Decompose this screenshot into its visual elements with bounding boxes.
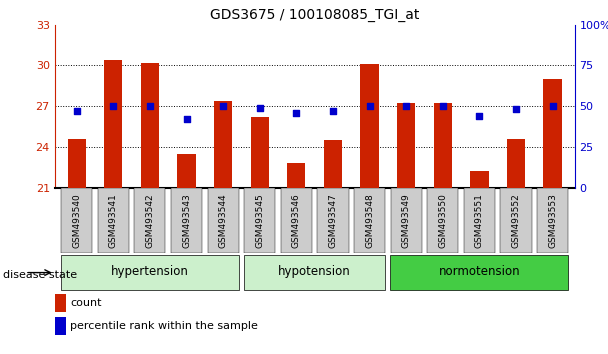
Text: GSM493543: GSM493543 — [182, 193, 191, 248]
Bar — [214, 101, 232, 188]
Title: GDS3675 / 100108085_TGI_at: GDS3675 / 100108085_TGI_at — [210, 8, 420, 22]
FancyBboxPatch shape — [464, 188, 495, 253]
Text: GSM493552: GSM493552 — [511, 193, 520, 248]
Point — [328, 108, 338, 114]
Point — [72, 108, 81, 114]
Text: normotension: normotension — [438, 265, 520, 278]
Point — [145, 103, 155, 109]
FancyBboxPatch shape — [61, 188, 92, 253]
Text: GSM493546: GSM493546 — [292, 193, 301, 248]
Text: GSM493549: GSM493549 — [402, 193, 410, 248]
Bar — [178, 154, 196, 188]
FancyBboxPatch shape — [537, 188, 568, 253]
Bar — [287, 163, 305, 188]
Point — [511, 107, 521, 112]
FancyBboxPatch shape — [244, 188, 275, 253]
Text: disease state: disease state — [3, 270, 77, 280]
Bar — [397, 103, 415, 188]
FancyBboxPatch shape — [354, 188, 385, 253]
FancyBboxPatch shape — [98, 188, 129, 253]
Bar — [140, 63, 159, 188]
FancyBboxPatch shape — [134, 188, 165, 253]
Point — [291, 110, 301, 115]
Point — [108, 103, 118, 109]
Bar — [324, 140, 342, 188]
Text: GSM493553: GSM493553 — [548, 193, 557, 248]
FancyBboxPatch shape — [390, 255, 568, 290]
Text: GSM493545: GSM493545 — [255, 193, 264, 248]
Point — [218, 103, 228, 109]
Text: percentile rank within the sample: percentile rank within the sample — [70, 321, 258, 331]
Bar — [361, 64, 379, 188]
Text: hypertension: hypertension — [111, 265, 189, 278]
Text: GSM493551: GSM493551 — [475, 193, 484, 248]
Point — [182, 116, 192, 122]
FancyBboxPatch shape — [317, 188, 348, 253]
Bar — [250, 117, 269, 188]
Bar — [434, 103, 452, 188]
Bar — [104, 60, 122, 188]
FancyBboxPatch shape — [500, 188, 531, 253]
Bar — [470, 171, 489, 188]
Text: GSM493541: GSM493541 — [109, 193, 118, 248]
Bar — [507, 139, 525, 188]
Text: hypotension: hypotension — [278, 265, 351, 278]
Text: GSM493550: GSM493550 — [438, 193, 447, 248]
Point — [255, 105, 264, 111]
Text: GSM493542: GSM493542 — [145, 193, 154, 248]
Bar — [544, 79, 562, 188]
Point — [401, 103, 411, 109]
FancyBboxPatch shape — [61, 255, 239, 290]
FancyBboxPatch shape — [171, 188, 202, 253]
Text: GSM493544: GSM493544 — [219, 193, 227, 248]
FancyBboxPatch shape — [427, 188, 458, 253]
Point — [438, 103, 447, 109]
Text: GSM493548: GSM493548 — [365, 193, 374, 248]
FancyBboxPatch shape — [390, 188, 422, 253]
Text: GSM493547: GSM493547 — [328, 193, 337, 248]
Text: count: count — [70, 298, 102, 308]
Point — [365, 103, 375, 109]
Point — [548, 103, 558, 109]
Text: GSM493540: GSM493540 — [72, 193, 81, 248]
Bar — [67, 139, 86, 188]
Point — [474, 113, 484, 119]
FancyBboxPatch shape — [207, 188, 239, 253]
FancyBboxPatch shape — [281, 188, 312, 253]
FancyBboxPatch shape — [244, 255, 385, 290]
